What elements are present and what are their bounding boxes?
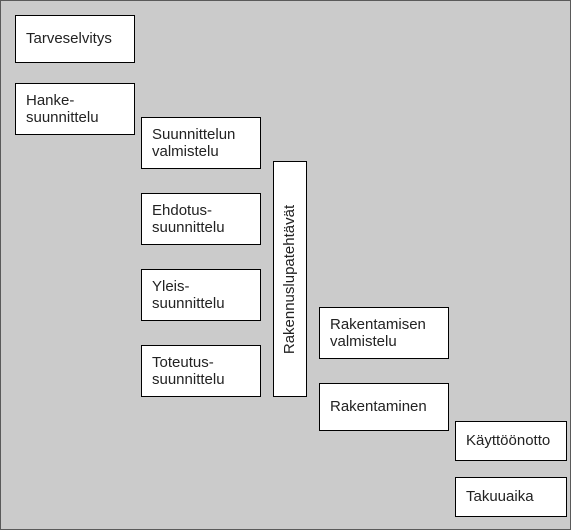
phase-box-label-rakennuslupatehtavat: Rakennuslupatehtävät	[282, 204, 299, 353]
phase-box-takuuaika: Takuuaika	[455, 477, 567, 517]
phase-box-yleissuunnittelu: Yleis- suunnittelu	[141, 269, 261, 321]
phase-box-rakentaminen: Rakentaminen	[319, 383, 449, 431]
phase-box-toteutussuunnittelu: Toteutus- suunnittelu	[141, 345, 261, 397]
phase-box-hankesuunnittelu: Hanke- suunnittelu	[15, 83, 135, 135]
phase-box-suunnittelun-valm: Suunnittelun valmistelu	[141, 117, 261, 169]
phase-box-rakennuslupatehtavat: Rakennuslupatehtävät	[273, 161, 307, 397]
phase-box-kayttoonotto: Käyttöönotto	[455, 421, 567, 461]
phase-box-rakentamisen-valm: Rakentamisen valmistelu	[319, 307, 449, 359]
diagram-canvas: Tarveselvitys Hanke- suunnitteluSuunnitte…	[0, 0, 571, 530]
phase-box-tarveselvitys: Tarveselvitys	[15, 15, 135, 63]
phase-box-ehdotussuunnittelu: Ehdotus- suunnittelu	[141, 193, 261, 245]
